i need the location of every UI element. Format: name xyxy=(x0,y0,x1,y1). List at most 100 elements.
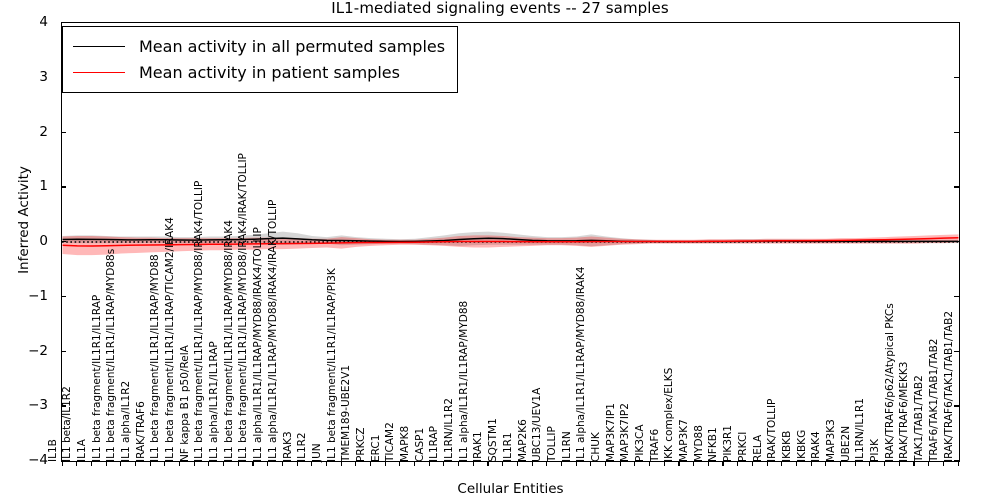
x-tick-mark xyxy=(854,462,856,466)
x-tick-label: TRAF6/TAK1/TAB1/TAB2 xyxy=(927,338,940,462)
x-tick-mark xyxy=(516,462,518,466)
x-tick-label: IL1 beta fragment/IL1R1/IL1RAP/MYD88 xyxy=(149,254,162,462)
x-tick-label: IRAK4 xyxy=(810,431,823,462)
x-tick-label: MAP3K7 xyxy=(678,419,691,462)
y-tick-mark xyxy=(954,76,959,79)
x-tick-label: IL1 beta fragment/IL1R1/IL1RAP/PI3K xyxy=(325,268,338,462)
patient-confidence-band xyxy=(62,234,959,256)
x-tick-label: RELA xyxy=(751,434,764,462)
x-tick-mark xyxy=(546,462,548,466)
x-tick-mark xyxy=(869,462,871,466)
x-tick-label: TOLLIP xyxy=(545,426,558,462)
x-tick-label: IL1 beta fragment/IL1R1/IL1RAP/MYD88/IRA… xyxy=(222,220,235,462)
x-tick-mark xyxy=(443,462,445,466)
x-tick-mark xyxy=(737,462,739,466)
x-tick-label: IKBKG xyxy=(795,429,808,462)
x-tick-label: TRAF6 xyxy=(648,428,661,462)
x-tick-mark xyxy=(825,462,827,466)
x-tick-label: IL1R1 xyxy=(501,432,514,462)
y-tick-mark xyxy=(954,405,959,407)
y-tick-mark xyxy=(954,350,959,352)
x-tick-label: MAP3K3 xyxy=(824,419,837,462)
y-tick-mark xyxy=(954,186,959,188)
x-tick-mark xyxy=(693,462,695,466)
y-tick-mark xyxy=(61,131,66,133)
x-tick-label: IL1 beta fragment/IL1R1/IL1RAP/MYD88s xyxy=(105,248,118,462)
x-tick-label: MAPK8 xyxy=(399,425,412,462)
x-tick-label: PIK3R1 xyxy=(722,425,735,462)
x-tick-label: MAP2K6 xyxy=(516,419,529,462)
x-tick-label: IL1RN/IL1R2 xyxy=(443,398,456,462)
x-tick-label: TMEM189-UBE2V1 xyxy=(340,364,353,462)
y-tick-label: 1 xyxy=(39,178,48,195)
x-tick-label: IL1R2 xyxy=(296,432,309,462)
x-tick-mark xyxy=(193,462,195,466)
chart-title: IL1-mediated signaling events -- 27 samp… xyxy=(331,0,669,17)
x-tick-label: TAK1/TAB1/TAB2 xyxy=(913,375,926,462)
x-tick-mark xyxy=(325,462,327,466)
patient-mean-line xyxy=(62,236,959,247)
x-tick-label: IL1 beta fragment/IL1R1/IL1RAP/MYD88/IRA… xyxy=(193,180,206,462)
x-tick-mark xyxy=(634,462,636,466)
x-tick-mark xyxy=(590,462,592,466)
x-tick-mark xyxy=(560,462,562,466)
x-tick-label: IRAK3 xyxy=(281,431,294,462)
x-tick-label: IL1 alpha/IL1R1/IL1RAP xyxy=(208,341,221,462)
legend-item-permuted: Mean activity in all permuted samples xyxy=(73,33,445,59)
legend-swatch-patient xyxy=(73,71,125,73)
x-tick-mark xyxy=(223,462,225,466)
x-tick-mark xyxy=(884,462,886,466)
x-tick-mark xyxy=(208,462,210,466)
y-tick-label: −4 xyxy=(28,452,48,468)
x-tick-mark xyxy=(105,462,107,466)
x-axis-label: Cellular Entities xyxy=(457,481,564,497)
legend-swatch-permuted xyxy=(73,45,125,47)
y-tick-mark xyxy=(61,295,66,298)
y-tick-mark xyxy=(954,460,959,462)
y-tick-mark xyxy=(61,405,66,407)
x-tick-mark xyxy=(707,462,709,466)
x-tick-mark xyxy=(928,462,930,466)
x-tick-label: MYD88 xyxy=(692,425,705,462)
x-tick-mark xyxy=(766,462,768,466)
x-tick-mark xyxy=(134,462,137,466)
x-tick-mark xyxy=(722,462,724,466)
x-tick-mark xyxy=(296,462,298,466)
x-tick-mark xyxy=(369,462,372,466)
x-tick-mark xyxy=(751,462,753,466)
chart-legend: Mean activity in all permuted samples Me… xyxy=(62,26,459,93)
x-tick-label: IL1A xyxy=(75,439,88,462)
x-tick-mark xyxy=(781,462,783,466)
x-tick-mark xyxy=(149,462,151,466)
y-tick-mark xyxy=(954,131,959,133)
x-tick-mark xyxy=(179,462,181,466)
x-tick-mark xyxy=(120,462,122,466)
x-tick-label: IRAK/TRAF6/p62/Atypical PKCs xyxy=(883,303,896,462)
x-tick-mark xyxy=(281,462,283,466)
y-tick-label: 4 xyxy=(39,14,48,30)
legend-item-patient: Mean activity in patient samples xyxy=(73,59,445,85)
x-tick-mark xyxy=(942,462,944,466)
x-tick-mark xyxy=(619,462,621,466)
legend-label-permuted: Mean activity in all permuted samples xyxy=(139,36,446,56)
x-tick-mark xyxy=(810,462,812,466)
x-tick-label: IL1 alpha/IL1R2 xyxy=(119,380,132,462)
y-tick-label: −3 xyxy=(28,397,48,414)
x-tick-label: IRAK1 xyxy=(472,431,485,462)
x-tick-mark xyxy=(428,462,430,466)
x-tick-mark xyxy=(90,462,92,466)
legend-label-patient: Mean activity in patient samples xyxy=(139,62,400,82)
x-tick-label: NFKB1 xyxy=(707,427,720,462)
x-tick-label: IKBKB xyxy=(780,430,793,462)
x-tick-label: IL1 alpha/IL1R1/IL1RAP/MYD88/IRAK4/TOLLI… xyxy=(252,227,265,462)
x-tick-label: MAP3K7IP2 xyxy=(619,403,632,462)
x-tick-mark xyxy=(839,462,842,466)
x-tick-label: IL1 beta fragment/IL1R1/IL1RAP/MYD88/IRA… xyxy=(237,153,250,462)
x-tick-label: SQSTM1 xyxy=(487,418,500,462)
x-tick-mark xyxy=(898,462,900,466)
x-tick-label: PRKCZ xyxy=(354,427,367,462)
y-axis-ticks: 4 3 2 1 0 −1 −2 −3 −4 xyxy=(0,14,55,468)
y-tick-label: 2 xyxy=(39,123,48,140)
x-tick-label: IRAK/TRAF6 xyxy=(134,401,147,462)
